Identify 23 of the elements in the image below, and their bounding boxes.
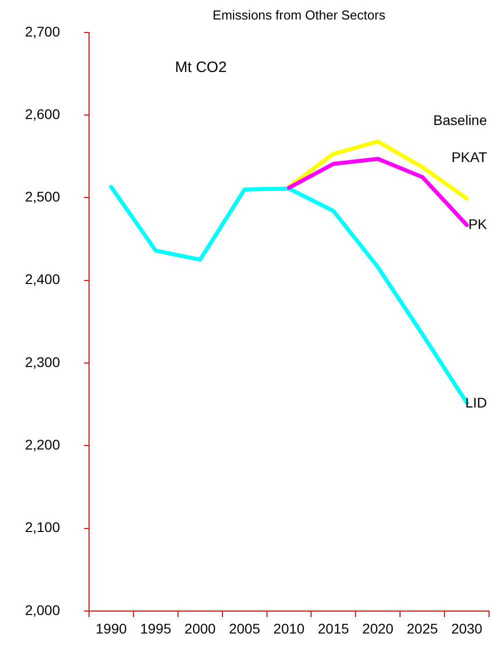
x-tick-label: 2010 [273, 620, 305, 636]
y-tick-label: 2,300 [24, 354, 60, 370]
y-tick-label: 2,100 [24, 519, 60, 536]
x-tick-label: 2000 [184, 620, 216, 636]
x-tick-label: 2005 [228, 620, 260, 636]
y-tick-label: 2,700 [24, 23, 60, 40]
x-tick-label: 2020 [362, 620, 394, 636]
annotation: LID [465, 394, 487, 410]
x-tick-label: 2030 [451, 620, 483, 636]
chart-title: Emissions from Other Sectors [212, 8, 386, 23]
y-axis-title: Mt CO2 [175, 59, 227, 76]
y-tick-label: 2,400 [24, 271, 60, 288]
x-tick-label: 1990 [96, 620, 127, 636]
annotation: PKAT [451, 148, 488, 165]
y-tick-label: 2,000 [24, 602, 60, 618]
x-tick-label: 2015 [318, 620, 350, 636]
y-tick-label: 2,500 [24, 188, 60, 205]
y-tick-label: 2,200 [24, 436, 60, 453]
annotation: PK [468, 216, 488, 232]
x-tick-label: 1995 [140, 620, 172, 636]
annotation: Baseline [433, 112, 488, 128]
y-tick-label: 2,600 [24, 106, 60, 122]
x-tick-label: 2025 [406, 620, 438, 636]
